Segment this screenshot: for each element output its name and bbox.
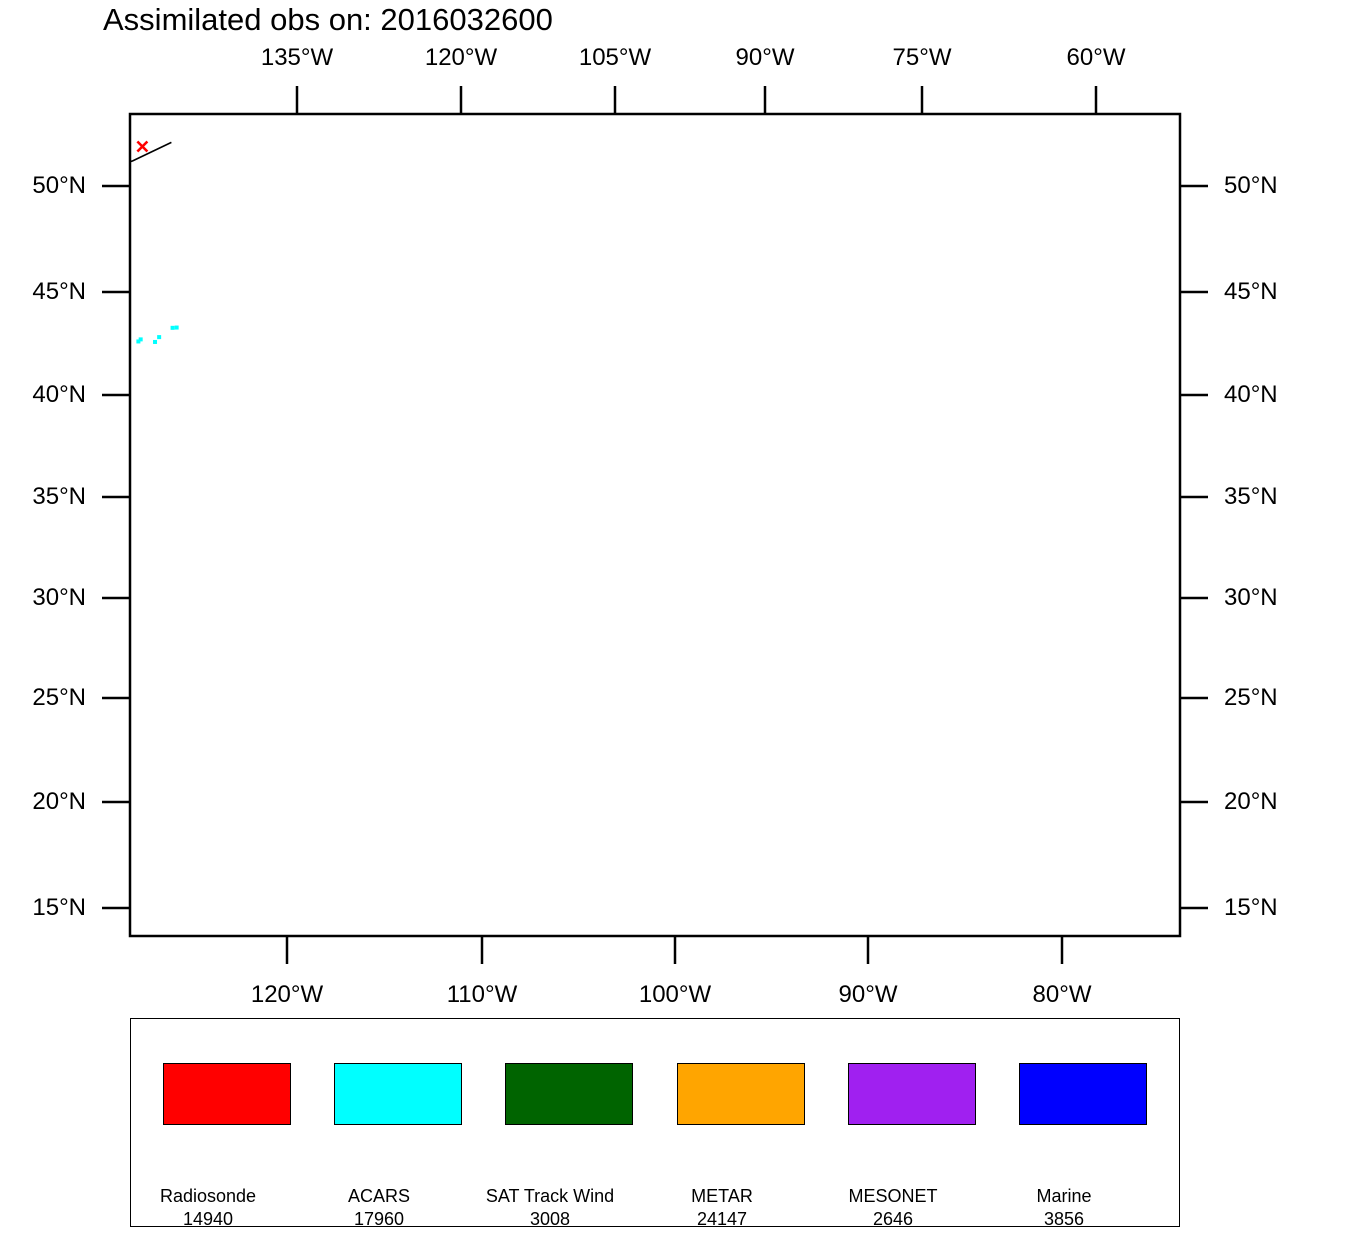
legend-label: Radiosonde bbox=[159, 1186, 257, 1206]
legend-label: MESONET bbox=[848, 1186, 938, 1206]
metar-marker bbox=[11, 121, 18, 128]
legend-label: Marine bbox=[1036, 1186, 1092, 1206]
legend-swatch bbox=[1019, 1063, 1147, 1125]
right-tick-label: 40°N bbox=[1224, 381, 1278, 408]
left-tick-label: 15°N bbox=[32, 894, 86, 921]
radiosonde-marker bbox=[136, 140, 149, 153]
left-tick-label: 45°N bbox=[32, 278, 86, 305]
left-tick-label: 50°N bbox=[32, 172, 86, 199]
legend-count: 24147 bbox=[696, 1209, 748, 1229]
legend-swatch bbox=[505, 1063, 633, 1125]
left-tick-label: 25°N bbox=[32, 684, 86, 711]
map-frame bbox=[128, 112, 1182, 938]
axis-ticks bbox=[102, 86, 1208, 964]
right-tick-label: 20°N bbox=[1224, 788, 1278, 815]
legend-swatch bbox=[848, 1063, 976, 1125]
top-tick-label: 60°W bbox=[1066, 44, 1126, 71]
legend-label: METAR bbox=[691, 1186, 753, 1206]
metar-marker bbox=[22, 134, 29, 141]
left-tick-label: 20°N bbox=[32, 788, 86, 815]
left-tick-label: 30°N bbox=[32, 584, 86, 611]
top-tick-label: 75°W bbox=[892, 44, 952, 71]
top-tick-label: 90°W bbox=[735, 44, 795, 71]
metar-marker bbox=[0, 188, 1, 195]
legend-swatch bbox=[334, 1063, 462, 1125]
acars-marker bbox=[136, 339, 141, 344]
right-tick-label: 15°N bbox=[1224, 894, 1278, 921]
acars-marker bbox=[170, 325, 175, 330]
bottom-tick-label: 80°W bbox=[1032, 981, 1092, 1008]
metar-marker bbox=[19, 161, 26, 168]
metar-marker bbox=[36, 131, 43, 138]
metar-marker bbox=[67, 144, 74, 151]
right-tick-label: 35°N bbox=[1224, 483, 1278, 510]
acars-marker bbox=[153, 339, 158, 344]
metar-marker bbox=[1, 113, 8, 120]
legend-count: 14940 bbox=[182, 1209, 234, 1229]
right-tick-label: 25°N bbox=[1224, 684, 1278, 711]
acars-marker bbox=[138, 337, 143, 342]
legend-label: ACARS bbox=[347, 1186, 410, 1206]
right-tick-label: 30°N bbox=[1224, 584, 1278, 611]
acars-marker bbox=[174, 325, 179, 330]
metar-marker bbox=[3, 146, 10, 153]
top-tick-label: 105°W bbox=[578, 44, 652, 71]
top-tick-label: 135°W bbox=[260, 44, 334, 71]
plot-border bbox=[128, 112, 1182, 938]
acars-marker bbox=[157, 335, 162, 340]
legend-count: 3008 bbox=[529, 1209, 571, 1229]
legend-label: SAT Track Wind bbox=[485, 1186, 615, 1206]
observation-layer bbox=[0, 113, 179, 344]
right-tick-label: 50°N bbox=[1224, 172, 1278, 199]
bottom-tick-label: 100°W bbox=[638, 981, 712, 1008]
legend: Radiosonde 14940 ACARS 17960 SAT Track W… bbox=[130, 1018, 1180, 1229]
bottom-tick-label: 120°W bbox=[250, 981, 324, 1008]
legend-count: 3856 bbox=[1043, 1209, 1085, 1229]
legend-swatch bbox=[163, 1063, 291, 1125]
chart-title: Assimilated obs on: 2016032600 bbox=[103, 2, 553, 37]
metar-marker bbox=[54, 153, 61, 160]
bottom-tick-label: 90°W bbox=[838, 981, 898, 1008]
right-tick-label: 45°N bbox=[1224, 278, 1278, 305]
legend-count: 2646 bbox=[872, 1209, 914, 1229]
top-tick-label: 120°W bbox=[424, 44, 498, 71]
bottom-tick-label: 110°W bbox=[446, 981, 518, 1008]
legend-swatch bbox=[677, 1063, 805, 1125]
left-tick-label: 35°N bbox=[32, 483, 86, 510]
left-tick-label: 40°N bbox=[32, 381, 86, 408]
legend-count: 17960 bbox=[353, 1209, 405, 1229]
